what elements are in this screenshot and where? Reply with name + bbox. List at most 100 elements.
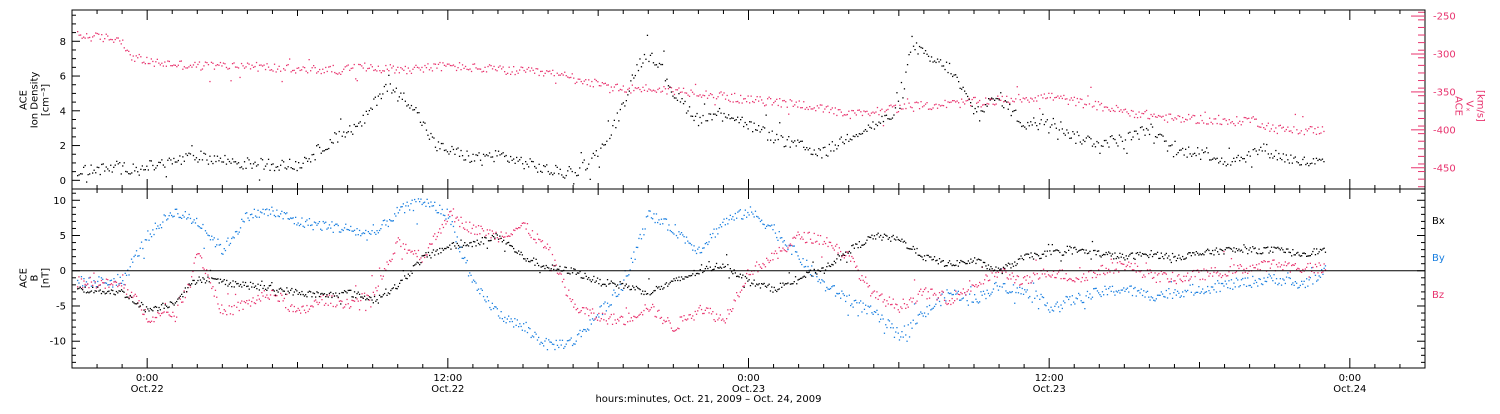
data-point (914, 102, 915, 103)
data-point (761, 283, 762, 284)
data-point (214, 155, 215, 156)
data-point (996, 98, 997, 99)
data-point (611, 314, 612, 315)
data-point (1017, 263, 1018, 264)
data-point (1299, 164, 1300, 165)
data-point (962, 298, 963, 299)
data-point (1233, 158, 1234, 159)
data-point (91, 40, 92, 41)
data-point (1013, 266, 1014, 267)
data-point (704, 103, 705, 104)
data-point (280, 165, 281, 166)
data-point (849, 295, 850, 296)
data-point (254, 302, 255, 303)
data-point (844, 143, 845, 144)
data-point (270, 214, 271, 215)
x-tick-date-label: Oct.23 (1033, 384, 1066, 395)
data-point (880, 294, 881, 295)
data-point (554, 349, 555, 350)
data-point (975, 284, 976, 285)
data-point (543, 75, 544, 76)
data-point (941, 105, 942, 106)
data-point (810, 274, 811, 275)
data-point (1073, 247, 1074, 248)
data-point (1009, 104, 1010, 105)
data-point (981, 110, 982, 111)
data-point (1084, 141, 1085, 142)
data-point (722, 264, 723, 265)
data-point (113, 278, 114, 279)
data-point (910, 297, 911, 298)
data-point (711, 119, 712, 120)
data-point (883, 125, 884, 126)
data-point (464, 257, 465, 258)
data-point (253, 163, 254, 164)
data-point (240, 284, 241, 285)
data-point (487, 66, 488, 67)
data-point (659, 63, 660, 64)
data-point (145, 169, 146, 170)
data-point (711, 313, 712, 314)
data-point (904, 325, 905, 326)
data-point (261, 281, 262, 282)
series-by (77, 198, 1326, 350)
data-point (784, 249, 785, 250)
data-point (1162, 116, 1163, 117)
x-tick-time-label: 0:00 (1339, 373, 1361, 384)
data-point (674, 97, 675, 98)
data-point (633, 287, 634, 288)
data-point (1270, 268, 1271, 269)
data-point (890, 105, 891, 106)
data-point (190, 153, 191, 154)
data-point (1226, 283, 1227, 284)
data-point (960, 107, 961, 108)
data-point (121, 43, 122, 44)
data-point (921, 256, 922, 257)
data-point (592, 279, 593, 280)
data-point (324, 150, 325, 151)
data-point (667, 317, 668, 318)
data-point (443, 227, 444, 228)
data-point (211, 161, 212, 162)
data-point (383, 276, 384, 277)
data-point (552, 344, 553, 345)
data-point (1092, 277, 1093, 278)
data-point (731, 271, 732, 272)
data-point (1214, 157, 1215, 158)
data-point (561, 344, 562, 345)
data-point (834, 261, 835, 262)
data-point (935, 304, 936, 305)
data-point (1101, 256, 1102, 257)
data-point (342, 71, 343, 72)
data-point (1165, 140, 1166, 141)
data-point (398, 212, 399, 213)
data-point (450, 65, 451, 66)
data-point (1277, 133, 1278, 134)
data-point (96, 291, 97, 292)
data-point (726, 218, 727, 219)
data-point (1021, 101, 1022, 102)
data-point (98, 285, 99, 286)
data-point (143, 169, 144, 170)
data-point (549, 341, 550, 342)
data-point (646, 294, 647, 295)
data-point (194, 263, 195, 264)
data-point (1066, 129, 1067, 130)
data-point (541, 266, 542, 267)
data-point (1316, 158, 1317, 159)
data-point (277, 69, 278, 70)
data-point (660, 64, 661, 65)
data-point (934, 306, 935, 307)
data-point (330, 66, 331, 67)
data-point (315, 67, 316, 68)
data-point (1045, 121, 1046, 122)
data-point (439, 228, 440, 229)
data-point (440, 213, 441, 214)
data-point (808, 109, 809, 110)
data-point (1304, 157, 1305, 158)
data-point (499, 236, 500, 237)
data-point (1237, 279, 1238, 280)
data-point (475, 245, 476, 246)
data-point (396, 69, 397, 70)
data-point (1099, 104, 1100, 105)
